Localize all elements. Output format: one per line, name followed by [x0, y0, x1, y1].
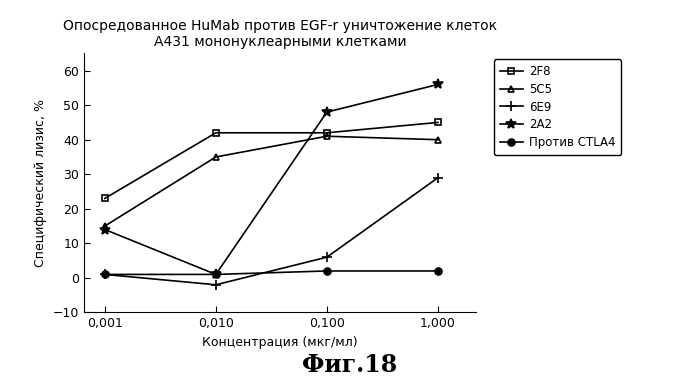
2A2 [323, 110, 331, 114]
2A2 [101, 227, 109, 232]
Legend: 2F8, 5C5, 6E9, 2A2, Против CTLA4: 2F8, 5C5, 6E9, 2A2, Против CTLA4 [494, 59, 622, 155]
6E9 [434, 175, 442, 180]
2A2 [434, 82, 442, 87]
Text: Фиг.18: Фиг.18 [302, 353, 398, 377]
2F8 [211, 131, 220, 135]
6E9 [323, 255, 331, 259]
Против CTLA4 [211, 272, 220, 277]
5C5 [211, 155, 220, 159]
Line: 2A2: 2A2 [100, 80, 443, 279]
5C5 [101, 224, 109, 228]
Line: 6E9: 6E9 [100, 173, 443, 290]
Line: 2F8: 2F8 [102, 119, 442, 202]
Line: Против CTLA4: Против CTLA4 [102, 267, 442, 278]
6E9 [211, 282, 220, 287]
Против CTLA4 [101, 272, 109, 277]
X-axis label: Концентрация (мкг/мл): Концентрация (мкг/мл) [202, 336, 358, 349]
Против CTLA4 [323, 269, 331, 273]
Line: 5C5: 5C5 [102, 133, 442, 229]
6E9 [101, 272, 109, 277]
5C5 [434, 138, 442, 142]
5C5 [323, 134, 331, 139]
2F8 [434, 120, 442, 125]
Y-axis label: Специфический лизис, %: Специфический лизис, % [34, 99, 47, 267]
2F8 [323, 131, 331, 135]
Title: Опосредованное HuMab против EGF-r уничтожение клеток
A431 мононуклеарными клетка: Опосредованное HuMab против EGF-r уничто… [63, 19, 497, 50]
2A2 [211, 272, 220, 277]
2F8 [101, 196, 109, 201]
Против CTLA4 [434, 269, 442, 273]
